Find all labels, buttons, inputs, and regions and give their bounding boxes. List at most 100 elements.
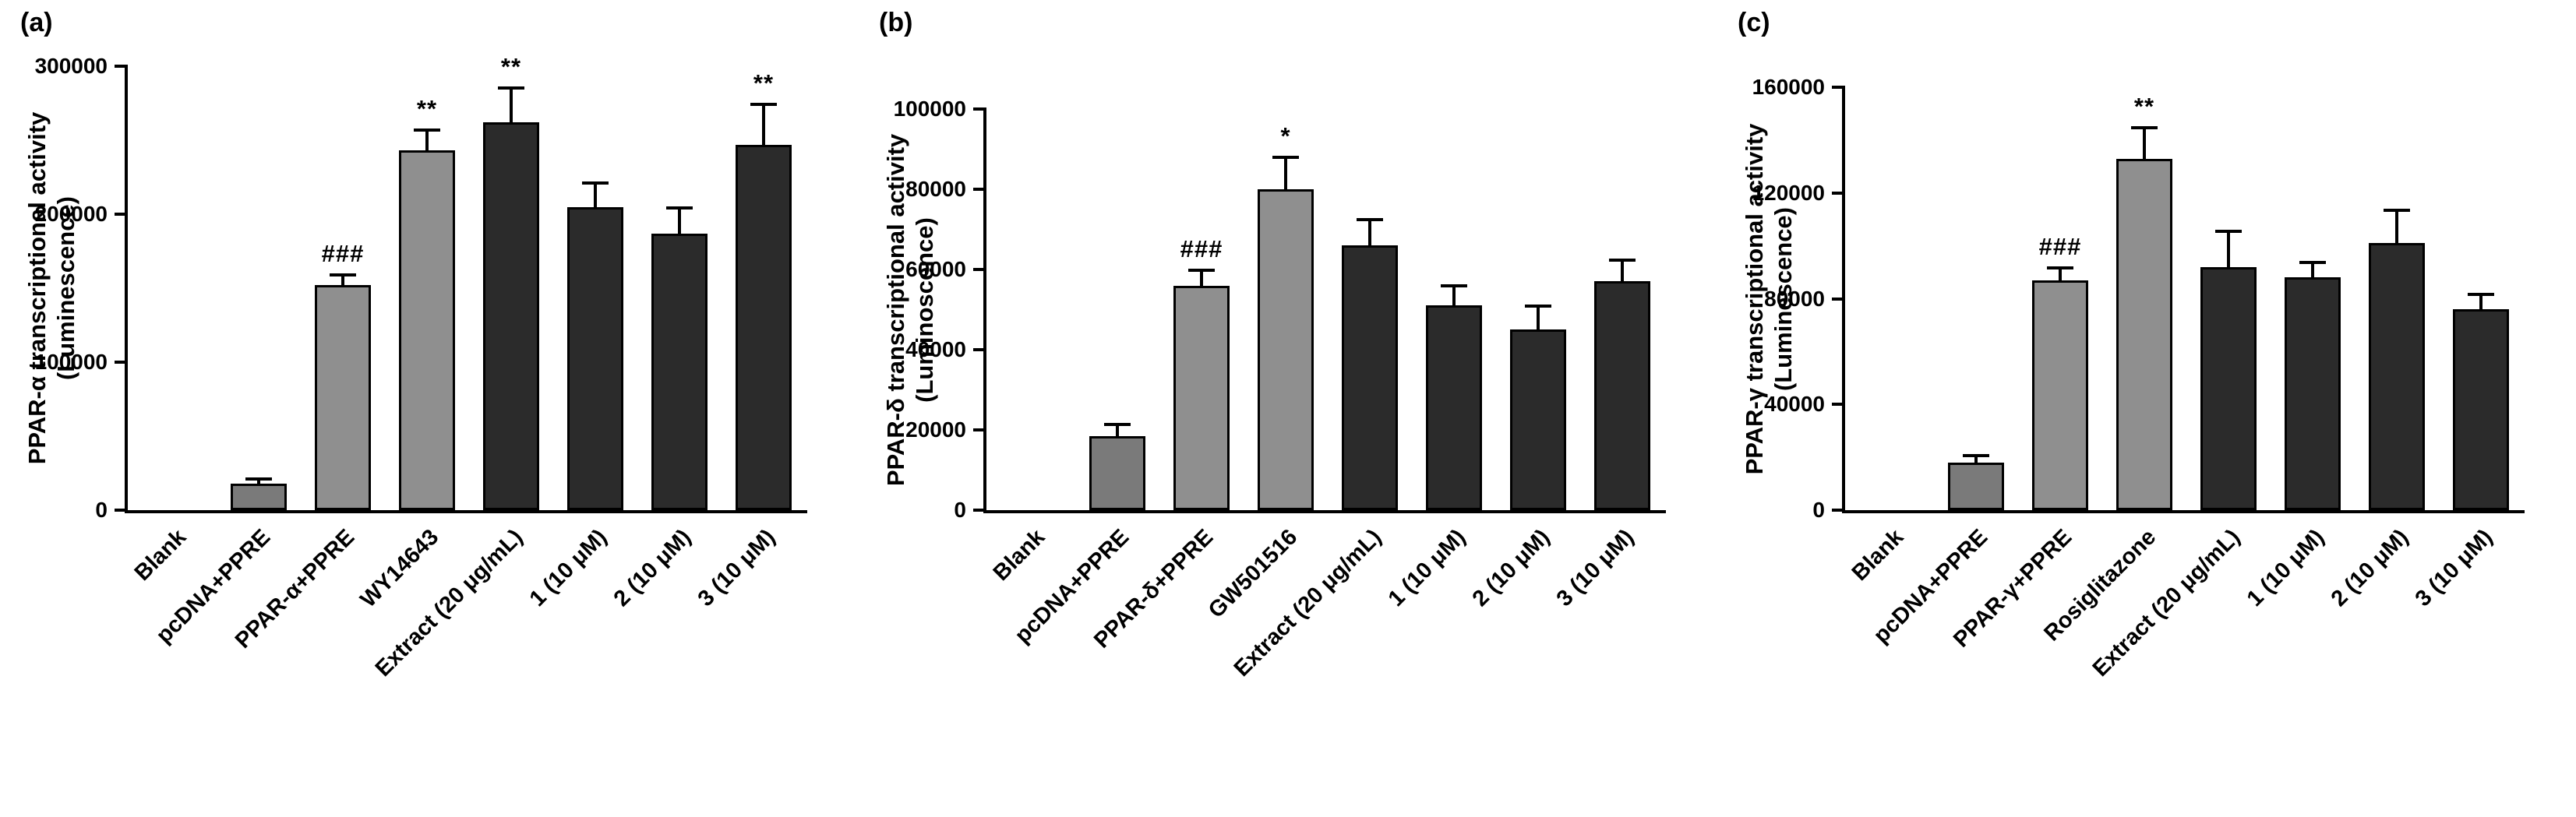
error-bar-cap — [2131, 126, 2158, 130]
error-bar — [666, 206, 693, 234]
error-bar-cap — [2299, 261, 2326, 265]
error-bar-cap — [245, 477, 272, 481]
error-bar — [1104, 422, 1131, 436]
y-tick-label: 200000 — [34, 202, 108, 226]
y-axis-tick — [973, 509, 986, 512]
bar — [2116, 158, 2172, 510]
error-bar-line — [1537, 307, 1540, 330]
y-axis-tick — [1832, 191, 1845, 195]
error-bar-line — [2311, 264, 2314, 278]
y-tick-label: 120000 — [1752, 180, 1825, 205]
significance-annotation: ** — [416, 94, 438, 122]
y-axis-tick — [115, 509, 128, 512]
error-bar — [245, 477, 272, 484]
error-bar-cap — [2384, 208, 2410, 212]
bar — [1594, 281, 1650, 510]
y-axis-title-line2: (Luminescence) — [52, 196, 79, 381]
significance-annotation: ### — [2038, 233, 2082, 261]
panel-label: (a) — [20, 8, 53, 37]
y-axis-tick — [973, 188, 986, 191]
error-bar-line — [2227, 232, 2230, 267]
bar — [1342, 245, 1398, 510]
error-bar-cap — [1104, 422, 1131, 426]
bar — [2032, 280, 2088, 510]
error-bar-line — [2479, 296, 2482, 310]
error-bar-cap — [750, 103, 777, 107]
y-axis-tick — [973, 268, 986, 271]
error-bar — [330, 273, 356, 286]
error-bar — [1357, 218, 1383, 246]
bar — [2285, 277, 2341, 510]
error-bar-line — [1200, 271, 1203, 286]
error-bar-cap — [414, 128, 440, 132]
error-bar — [1525, 304, 1551, 330]
error-bar-cap — [1272, 156, 1299, 160]
error-bar-line — [762, 106, 765, 145]
error-bar — [2047, 266, 2073, 280]
bar — [1510, 329, 1566, 510]
y-tick-label: 0 — [954, 498, 966, 522]
bar — [1258, 189, 1314, 510]
error-bar-line — [1116, 425, 1119, 436]
bar — [2453, 309, 2509, 510]
chart-panel-c: (c) PPAR-γ transcriptional activity (Lum… — [1717, 0, 2576, 817]
error-bar-line — [2059, 269, 2062, 280]
error-bar-line — [2143, 129, 2146, 159]
chart-panel-a: (a) PPAR-α transcriptional activity (Lum… — [0, 0, 859, 817]
error-bar-cap — [330, 273, 356, 276]
error-bar-cap — [1963, 454, 1989, 458]
error-bar-cap — [1441, 284, 1467, 288]
error-bar-cap — [1609, 258, 1636, 262]
error-bar-cap — [1188, 268, 1215, 272]
bar — [231, 483, 287, 510]
error-bar — [582, 181, 609, 207]
y-axis-tick — [1832, 403, 1845, 407]
y-axis-title-line1: PPAR-α transcriptional activity — [23, 111, 51, 465]
plot-area: 0 40000 80000 120000 160000 Blank pcDNA+PPRE ##… — [1752, 75, 2525, 681]
y-tick-label: 160000 — [1752, 75, 1825, 99]
error-bar-cap — [582, 181, 609, 185]
y-axis-tick — [1832, 297, 1845, 301]
error-bar — [750, 103, 777, 145]
y-axis-tick — [115, 213, 128, 216]
y-axis-tick — [973, 428, 986, 431]
y-tick-label: 0 — [1812, 498, 1825, 522]
panel-label: (c) — [1738, 8, 1770, 37]
y-tick-label: 40000 — [1764, 392, 1825, 417]
error-bar-line — [1452, 287, 1456, 306]
bar — [1089, 435, 1145, 510]
significance-annotation: * — [1280, 122, 1291, 150]
bar — [315, 285, 371, 510]
bar — [2200, 266, 2257, 510]
bar — [651, 233, 708, 510]
error-bar — [1441, 284, 1467, 306]
error-bar — [414, 128, 440, 151]
error-bar-cap — [2047, 266, 2073, 270]
error-bar — [1609, 258, 1636, 282]
error-bar-cap — [666, 206, 693, 210]
error-bar — [1272, 156, 1299, 189]
error-bar — [1963, 454, 1989, 463]
error-bar — [498, 86, 524, 123]
bar — [1173, 285, 1230, 510]
error-bar — [2299, 261, 2326, 278]
error-bar-line — [1368, 221, 1371, 246]
error-bar — [2215, 229, 2242, 267]
bar — [736, 144, 792, 510]
significance-annotation: ** — [2133, 93, 2155, 121]
error-bar — [2384, 208, 2410, 244]
bar — [483, 122, 539, 510]
error-bar-line — [510, 90, 513, 123]
plot-area: 0 100000 200000 300000 Blank pcDNA+PPRE ### PPA… — [35, 54, 807, 681]
y-axis-tick — [973, 107, 986, 111]
error-bar-cap — [498, 86, 524, 90]
error-bar-cap — [2468, 293, 2494, 297]
bar — [567, 206, 623, 510]
plot-area: 0 20000 40000 60000 80000 100000 Blank pcDNA+PP… — [894, 97, 1666, 681]
y-tick-label: 40000 — [905, 337, 966, 361]
error-bar-line — [1974, 457, 1978, 463]
significance-annotation: ### — [321, 239, 365, 267]
error-bar-line — [678, 210, 681, 234]
error-bar-line — [594, 185, 597, 207]
error-bar-cap — [2215, 229, 2242, 233]
